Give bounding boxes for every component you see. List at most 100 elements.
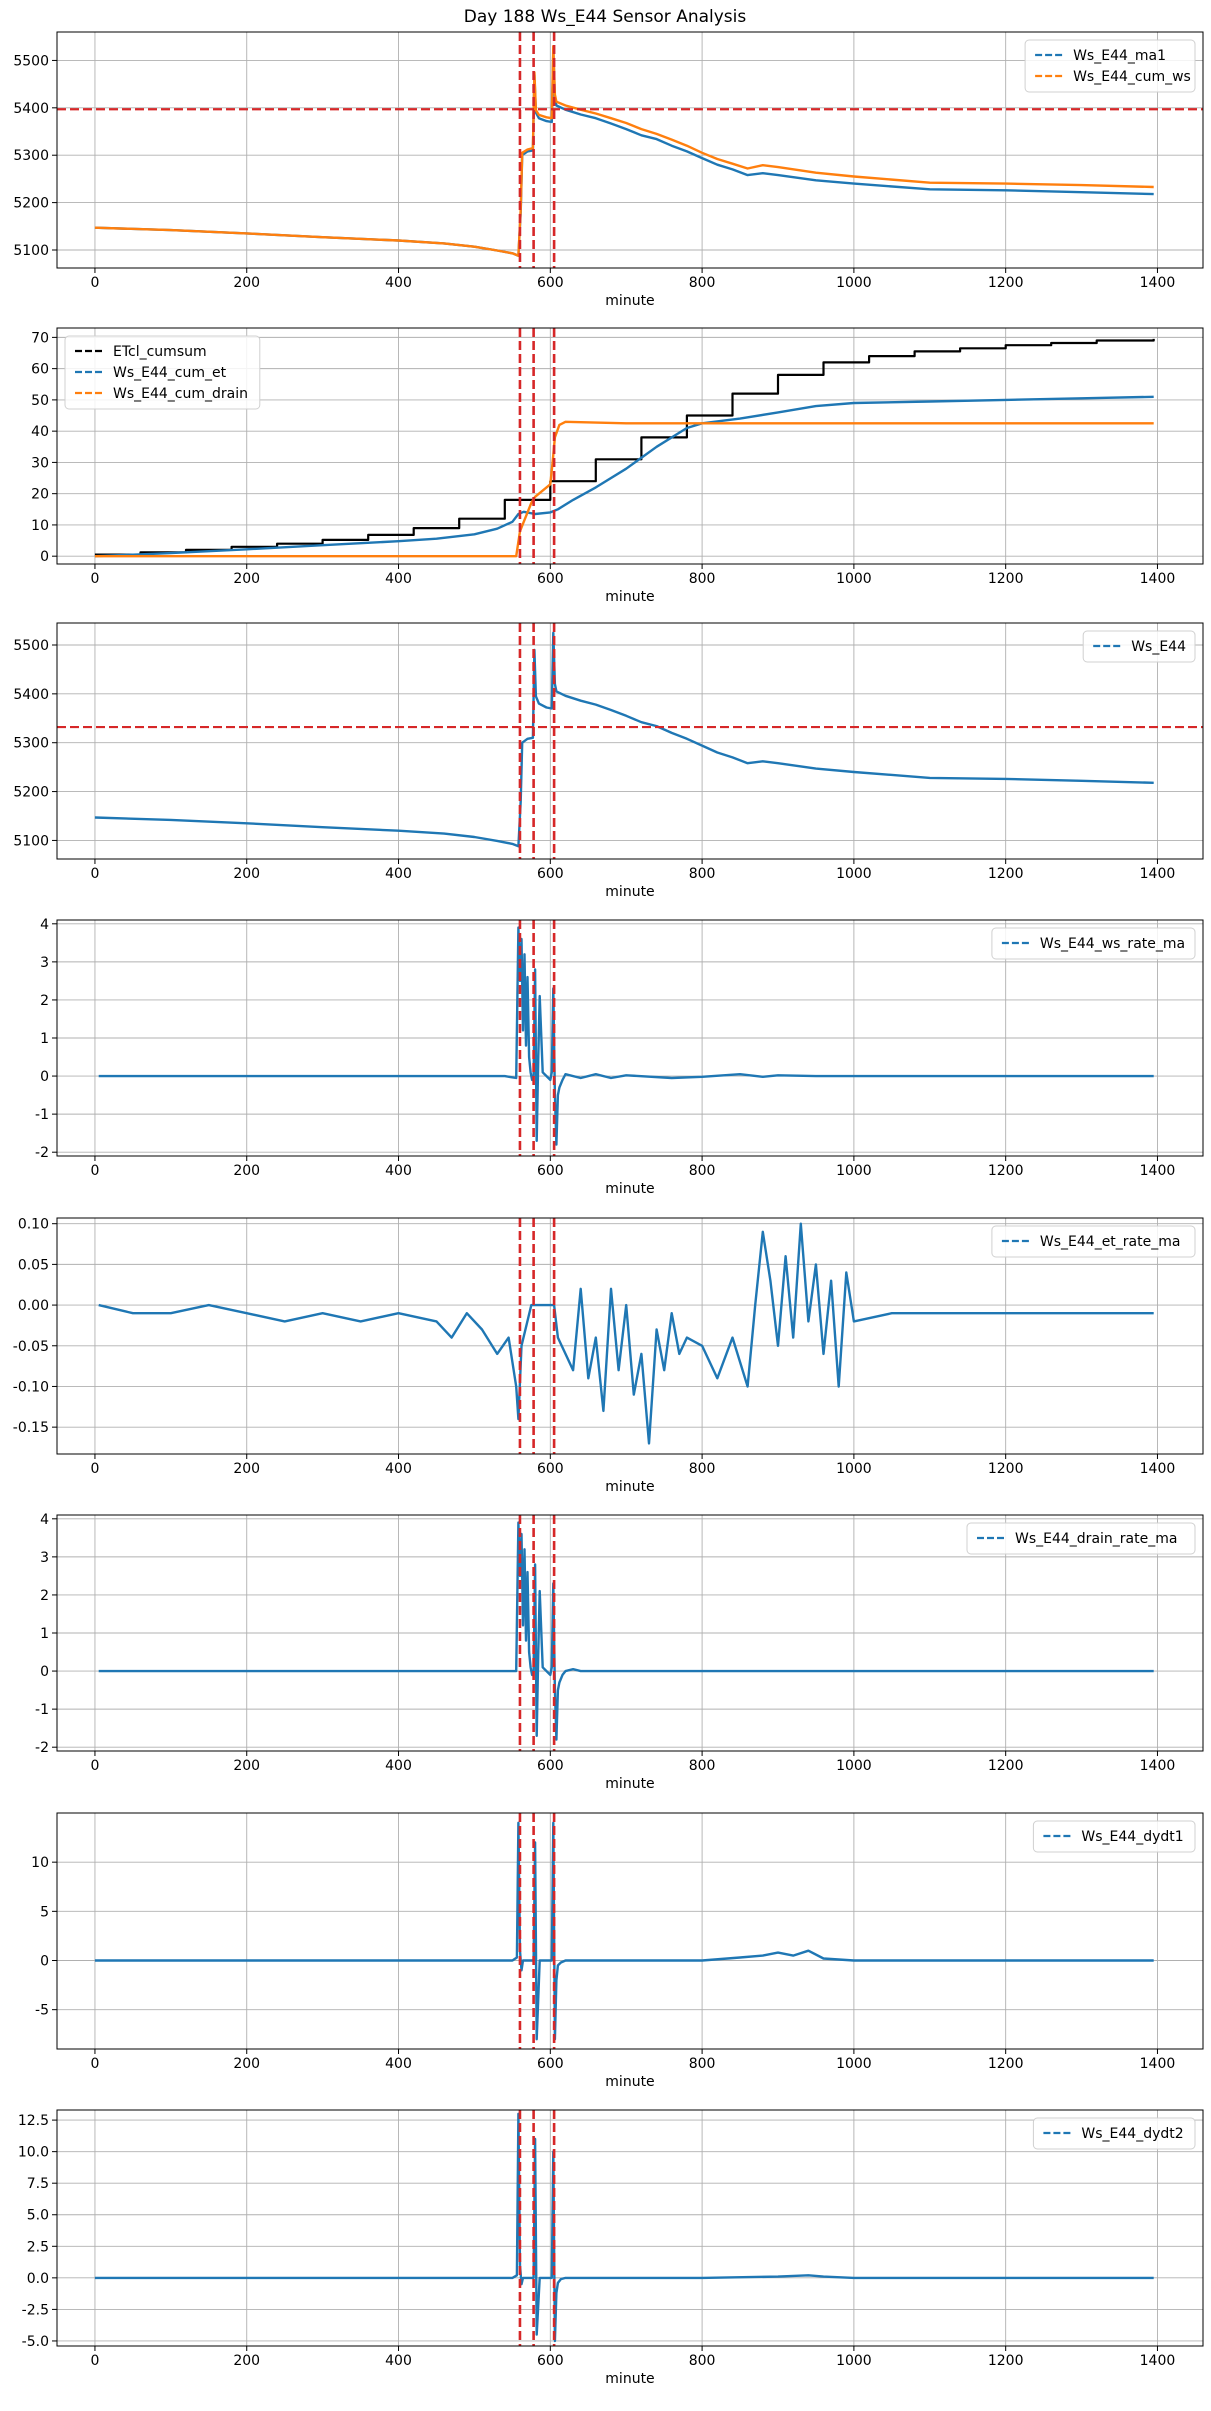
x-tick-label: 800 bbox=[689, 1163, 716, 1179]
legend: Ws_E44_ma1 Ws_E44_cum_ws bbox=[1024, 39, 1196, 93]
subplot-3: 0 200 400 600 800 1000 1200 1400 5100 5200 5300 540… bbox=[13, 622, 1204, 900]
legend: Ws_E44 bbox=[1082, 630, 1196, 663]
x-tick-label: 400 bbox=[385, 2353, 412, 2369]
y-tick-label: 5100 bbox=[13, 243, 49, 259]
x-tick-label: 600 bbox=[537, 1163, 564, 1179]
y-tick-label: 0 bbox=[40, 1954, 49, 1970]
y-tick-label: 5300 bbox=[13, 148, 49, 164]
y-tick-label: 5.0 bbox=[27, 2208, 49, 2224]
subplot-1: 0 200 400 600 800 1000 1200 1400 5100 5200 5300 540… bbox=[13, 31, 1204, 309]
y-tick-label: 0 bbox=[40, 549, 49, 565]
y-tick-label: 60 bbox=[31, 362, 49, 378]
subplot-4: 0 200 400 600 800 1000 1200 1400 -2 -1 0 1 2 3 4 minute… bbox=[35, 917, 1204, 1197]
plot-area bbox=[98, 920, 1154, 1156]
series-line bbox=[98, 926, 1154, 1146]
x-tick-label: 200 bbox=[233, 1163, 260, 1179]
legend-box bbox=[991, 1225, 1196, 1258]
x-tick-label: 1200 bbox=[988, 2353, 1024, 2369]
axes-frame bbox=[56, 622, 1204, 860]
legend-box bbox=[1032, 1820, 1196, 1853]
y-tick-label: -0.15 bbox=[13, 1420, 49, 1436]
legend-box bbox=[64, 335, 261, 410]
y-tick-label: 12.5 bbox=[18, 2113, 49, 2129]
y-tick-label: 2.5 bbox=[27, 2239, 49, 2255]
y-tick-label: -0.05 bbox=[13, 1339, 49, 1355]
plot-area bbox=[98, 1515, 1154, 1751]
legend: Ws_E44_drain_rate_ma bbox=[966, 1522, 1196, 1555]
y-tick-label: 1 bbox=[40, 1626, 49, 1642]
y-tick-label: 0 bbox=[40, 1069, 49, 1085]
x-tick-label: 1200 bbox=[988, 866, 1024, 882]
x-tick-label: 400 bbox=[385, 1461, 412, 1477]
series-line bbox=[98, 1222, 1154, 1445]
legend-label: Ws_E44_dydt1 bbox=[1081, 1829, 1183, 1845]
y-tick-label: 0.0 bbox=[27, 2271, 49, 2287]
x-tick-label: 400 bbox=[385, 1163, 412, 1179]
series-line bbox=[94, 1821, 1154, 2041]
x-tick-label: 800 bbox=[689, 866, 716, 882]
x-tick-label: 800 bbox=[689, 571, 716, 587]
x-tick-label: 200 bbox=[233, 275, 260, 291]
subplot-8: 0 200 400 600 800 1000 1200 1400 -5.0 -2.5 0.0 2.5 5… bbox=[18, 2109, 1204, 2387]
legend: Ws_E44_dydt2 bbox=[1032, 2117, 1196, 2150]
legend-box bbox=[1082, 630, 1196, 663]
legend: ETcl_cumsum Ws_E44_cum_et Ws_E44_cum_drain bbox=[64, 335, 261, 410]
x-tick-label: 1000 bbox=[836, 1758, 872, 1774]
x-tick-label: 1000 bbox=[836, 2056, 872, 2072]
x-tick-label: 800 bbox=[689, 2056, 716, 2072]
x-tick-label: 800 bbox=[689, 2353, 716, 2369]
x-axis-label: minute bbox=[605, 1181, 654, 1197]
y-tick-label: -2 bbox=[35, 1740, 49, 1756]
x-tick-label: 800 bbox=[689, 1758, 716, 1774]
x-tick-label: 0 bbox=[90, 275, 99, 291]
legend-box bbox=[966, 1522, 1196, 1555]
x-tick-label: 200 bbox=[233, 1461, 260, 1477]
x-axis-label: minute bbox=[605, 884, 654, 900]
x-tick-label: 1400 bbox=[1140, 275, 1176, 291]
x-tick-label: 1000 bbox=[836, 2353, 872, 2369]
x-axis-label: minute bbox=[605, 1776, 654, 1792]
legend-box bbox=[1024, 39, 1196, 93]
y-tick-label: 2 bbox=[40, 993, 49, 1009]
legend-label: Ws_E44_cum_drain bbox=[113, 386, 248, 402]
legend-label: Ws_E44_ma1 bbox=[1073, 48, 1166, 64]
x-tick-label: 1000 bbox=[836, 1461, 872, 1477]
legend-label: Ws_E44_drain_rate_ma bbox=[1015, 1531, 1177, 1547]
y-tick-label: 0 bbox=[40, 1664, 49, 1680]
y-tick-label: -2 bbox=[35, 1145, 49, 1161]
x-tick-label: 1400 bbox=[1140, 2353, 1176, 2369]
series-line bbox=[98, 1521, 1154, 1741]
x-tick-label: 200 bbox=[233, 2353, 260, 2369]
y-tick-label: 30 bbox=[31, 455, 49, 471]
x-tick-label: 0 bbox=[90, 2056, 99, 2072]
y-tick-label: 5400 bbox=[13, 101, 49, 117]
legend-box bbox=[1032, 2117, 1196, 2150]
x-tick-label: 200 bbox=[233, 571, 260, 587]
x-tick-label: 600 bbox=[537, 866, 564, 882]
subplot-6: 0 200 400 600 800 1000 1200 1400 -2 -1 0 1 2 3 4 minute… bbox=[35, 1512, 1204, 1792]
y-tick-label: 4 bbox=[40, 917, 49, 933]
x-tick-label: 1200 bbox=[988, 1461, 1024, 1477]
x-tick-label: 1400 bbox=[1140, 1461, 1176, 1477]
x-tick-label: 800 bbox=[689, 275, 716, 291]
plot-area bbox=[57, 623, 1203, 859]
x-tick-label: 0 bbox=[90, 571, 99, 587]
axes-frame bbox=[56, 31, 1204, 269]
x-tick-label: 200 bbox=[233, 1758, 260, 1774]
y-tick-label: 20 bbox=[31, 487, 49, 503]
x-tick-label: 0 bbox=[90, 1163, 99, 1179]
series-line bbox=[94, 631, 1154, 848]
y-tick-label: 2 bbox=[40, 1588, 49, 1604]
axes-frame bbox=[56, 1217, 1204, 1455]
x-tick-label: 400 bbox=[385, 275, 412, 291]
plot-area bbox=[94, 328, 1155, 564]
x-tick-label: 600 bbox=[537, 1758, 564, 1774]
x-tick-label: 1400 bbox=[1140, 2056, 1176, 2072]
x-tick-label: 600 bbox=[537, 1461, 564, 1477]
x-tick-label: 1400 bbox=[1140, 1758, 1176, 1774]
axes-frame bbox=[56, 1812, 1204, 2050]
x-tick-label: 400 bbox=[385, 571, 412, 587]
y-tick-label: -5.0 bbox=[22, 2334, 49, 2350]
y-tick-label: 50 bbox=[31, 393, 49, 409]
legend: Ws_E44_dydt1 bbox=[1032, 1820, 1196, 1853]
